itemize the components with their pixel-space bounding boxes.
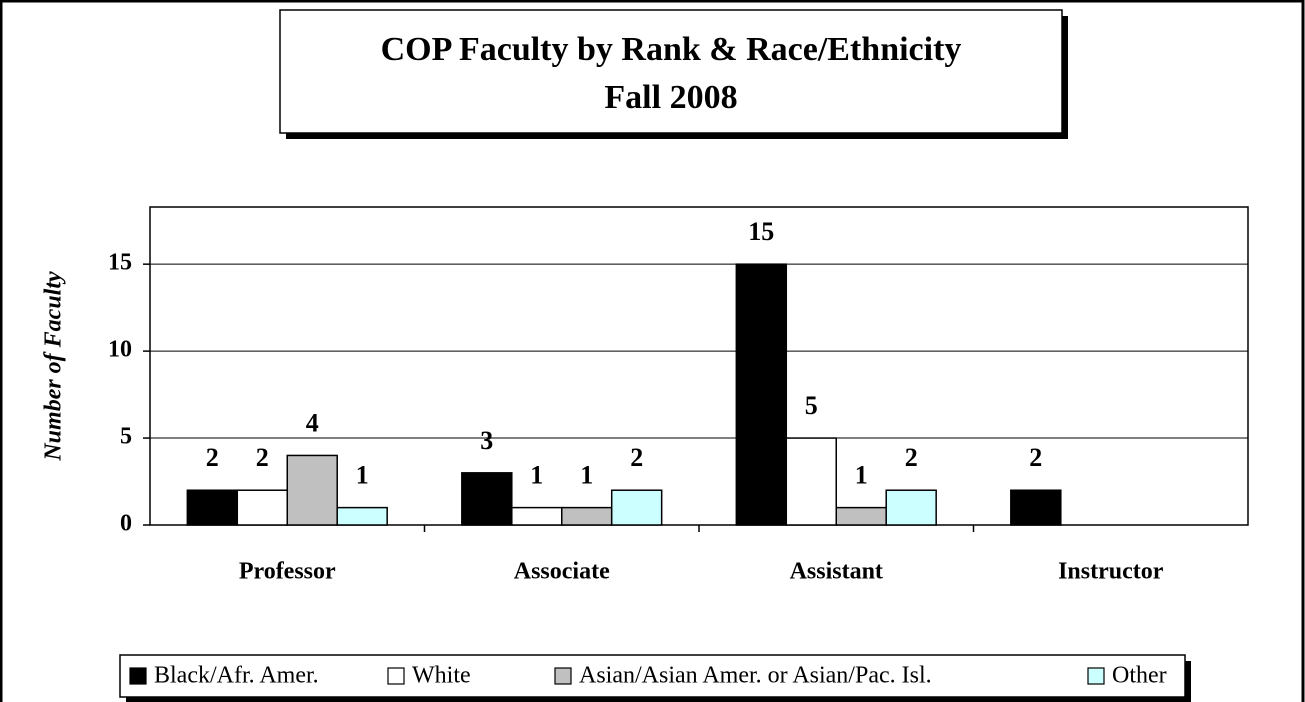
bar [236,489,288,526]
x-tick-label: Assistant [790,559,883,585]
title-box [279,9,1063,134]
chart-subtitle: Fall 2008 [604,79,737,116]
value-label: 2 [1029,443,1042,472]
bar [735,263,788,526]
value-label: 2 [630,443,643,472]
bar [835,506,887,526]
chart-title: COP Faculty by Rank & Race/Ethnicity [381,31,962,68]
bar [461,472,513,526]
value-label: 1 [356,461,369,490]
y-tick-label: 15 [108,250,132,276]
legend-label: White [412,663,471,689]
bar [561,506,613,526]
legend-swatch [129,667,147,685]
bar [186,489,239,526]
value-label: 1 [530,461,543,490]
y-tick-label: 5 [120,424,132,450]
y-tick-label: 10 [108,337,132,363]
value-label: 2 [206,443,219,472]
legend-swatch [1087,667,1105,685]
bar [511,506,563,526]
legend-label: Asian/Asian Amer. or Asian/Pac. Isl. [579,663,932,689]
x-tick-label: Professor [239,559,336,585]
bar [785,437,838,526]
bar [885,489,937,526]
legend-box [119,654,1186,698]
value-label: 1 [855,461,868,490]
legend-swatch [387,667,405,685]
value-label: 4 [306,408,319,437]
value-label: 15 [748,217,774,246]
value-label: 1 [580,461,593,490]
value-label: 3 [480,426,493,455]
y-tick-label: 0 [120,511,132,537]
bar [286,454,338,526]
x-tick-label: Instructor [1058,559,1164,585]
value-label: 2 [256,443,269,472]
value-label: 2 [905,443,918,472]
bar [1010,489,1062,526]
y-axis-label: Number of Faculty [41,271,67,462]
bar [610,489,663,526]
legend-swatch [554,667,572,685]
x-tick-label: Associate [514,559,610,585]
legend-label: Black/Afr. Amer. [154,663,319,689]
legend-label: Other [1112,663,1167,689]
bar [336,506,388,526]
value-label: 5 [805,391,818,420]
